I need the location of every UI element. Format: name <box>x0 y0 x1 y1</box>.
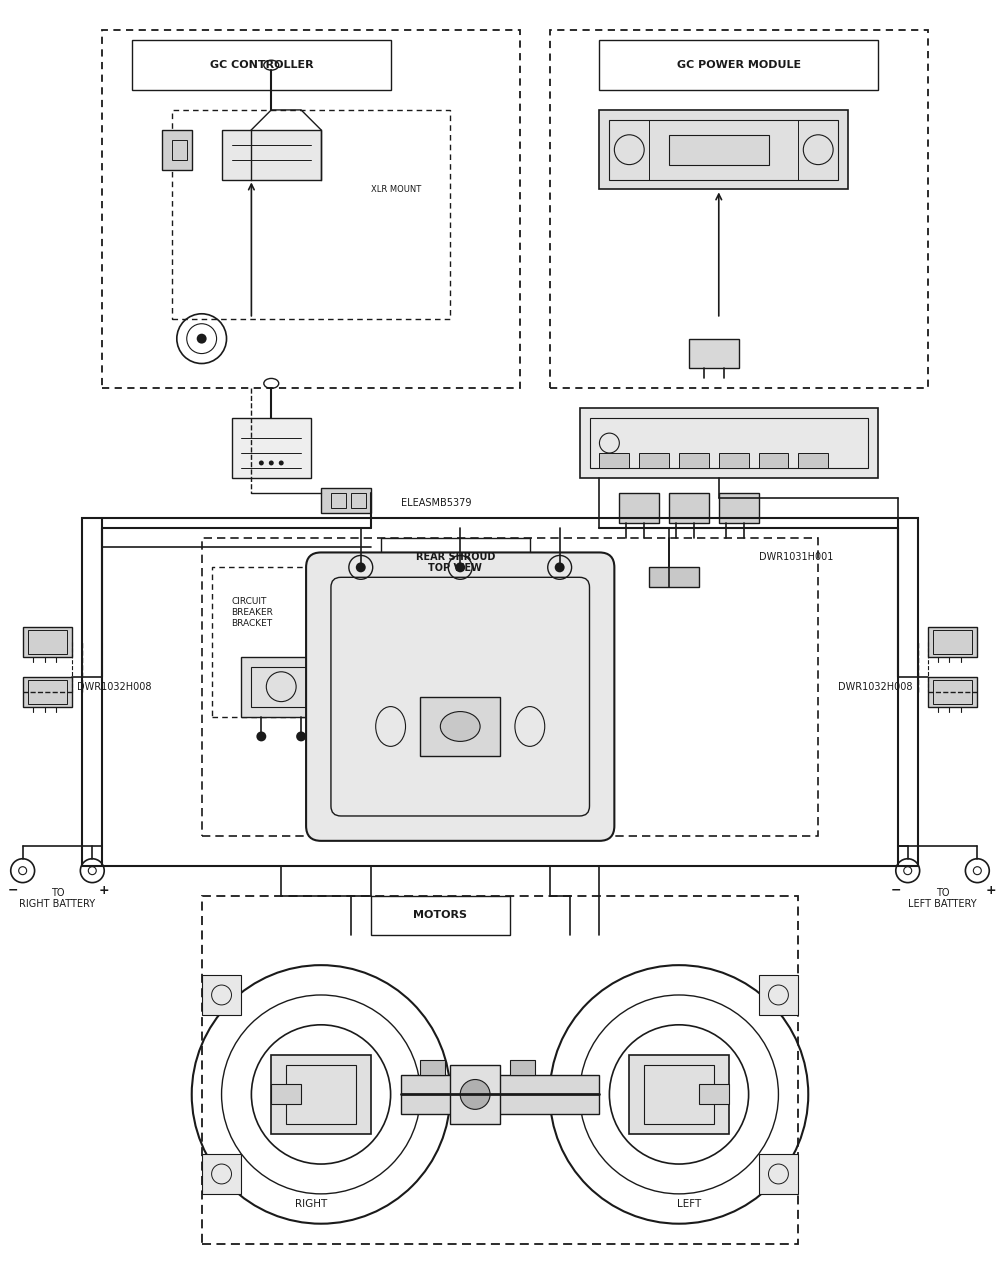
Bar <box>202 976 241 1015</box>
Text: DWR1032H008: DWR1032H008 <box>838 682 913 692</box>
Text: MOTORS: MOTORS <box>413 911 467 920</box>
Bar <box>599 454 629 468</box>
Bar <box>699 1085 729 1105</box>
Bar <box>371 896 510 935</box>
Bar <box>401 1074 599 1114</box>
Bar <box>102 30 520 389</box>
Text: CIRCUIT
BREAKER
BRACKET: CIRCUIT BREAKER BRACKET <box>232 597 273 628</box>
Bar <box>580 408 878 478</box>
Text: REAR SHROUD
TOP VIEW: REAR SHROUD TOP VIEW <box>416 551 495 573</box>
Bar <box>172 110 450 319</box>
Circle shape <box>455 563 465 573</box>
Bar <box>679 454 709 468</box>
Text: +: + <box>99 883 110 897</box>
Bar <box>271 1085 301 1105</box>
Circle shape <box>197 333 207 343</box>
Bar <box>202 896 798 1244</box>
Text: ELEASMB5379: ELEASMB5379 <box>401 498 471 508</box>
Bar <box>232 418 311 478</box>
Bar <box>644 1064 714 1124</box>
Text: LEFT: LEFT <box>677 1199 701 1209</box>
Bar <box>132 41 391 90</box>
Bar <box>172 139 187 160</box>
Bar <box>420 1059 445 1074</box>
Bar <box>933 630 972 654</box>
Bar <box>759 976 798 1015</box>
Bar <box>212 568 430 717</box>
Bar <box>599 41 878 90</box>
Bar <box>321 488 371 513</box>
Text: GC POWER MODULE: GC POWER MODULE <box>677 60 801 70</box>
Text: +: + <box>986 883 997 897</box>
Bar <box>251 666 311 707</box>
Bar <box>271 1054 371 1134</box>
Bar <box>933 679 972 703</box>
Bar <box>202 1154 241 1194</box>
Circle shape <box>279 460 284 465</box>
Circle shape <box>256 731 266 741</box>
Bar <box>689 338 739 369</box>
Bar <box>649 568 699 588</box>
Bar <box>629 1054 729 1134</box>
Circle shape <box>356 563 366 573</box>
Bar <box>28 679 67 703</box>
Bar <box>286 1064 356 1124</box>
Ellipse shape <box>440 712 480 741</box>
Bar <box>420 697 500 756</box>
Text: −: − <box>891 883 901 897</box>
Bar <box>609 120 838 180</box>
Bar <box>639 454 669 468</box>
Text: XLR MOUNT: XLR MOUNT <box>371 185 421 194</box>
Bar <box>82 518 918 865</box>
Bar <box>202 537 818 836</box>
Bar <box>619 493 659 522</box>
FancyBboxPatch shape <box>306 552 614 841</box>
Text: RIGHT: RIGHT <box>295 1199 327 1209</box>
Bar <box>798 454 828 468</box>
Circle shape <box>460 1079 490 1110</box>
Bar <box>331 493 346 508</box>
Bar <box>590 418 868 468</box>
Circle shape <box>296 731 306 741</box>
Bar <box>162 129 192 170</box>
Bar <box>599 110 848 190</box>
Bar <box>759 454 788 468</box>
Text: DWR1031H001: DWR1031H001 <box>759 552 833 563</box>
Bar <box>23 677 72 707</box>
Bar <box>351 493 366 508</box>
Bar <box>719 493 759 522</box>
Bar <box>23 627 72 656</box>
Bar <box>669 493 709 522</box>
Bar <box>241 656 321 717</box>
Bar <box>928 627 977 656</box>
Circle shape <box>259 460 264 465</box>
Bar <box>450 1064 500 1124</box>
Text: GC CONTROLLER: GC CONTROLLER <box>210 60 313 70</box>
Bar <box>381 537 530 588</box>
Text: TO
RIGHT BATTERY: TO RIGHT BATTERY <box>19 888 96 910</box>
Bar <box>759 1154 798 1194</box>
Bar <box>510 1059 535 1074</box>
Bar <box>928 677 977 707</box>
Circle shape <box>269 460 274 465</box>
Circle shape <box>555 563 565 573</box>
Text: TO
LEFT BATTERY: TO LEFT BATTERY <box>908 888 977 910</box>
Bar <box>550 30 928 389</box>
Text: −: − <box>7 883 18 897</box>
Bar <box>719 454 749 468</box>
Bar <box>28 630 67 654</box>
Bar <box>222 129 321 180</box>
Text: DWR1032H008: DWR1032H008 <box>77 682 152 692</box>
Bar <box>669 134 769 165</box>
